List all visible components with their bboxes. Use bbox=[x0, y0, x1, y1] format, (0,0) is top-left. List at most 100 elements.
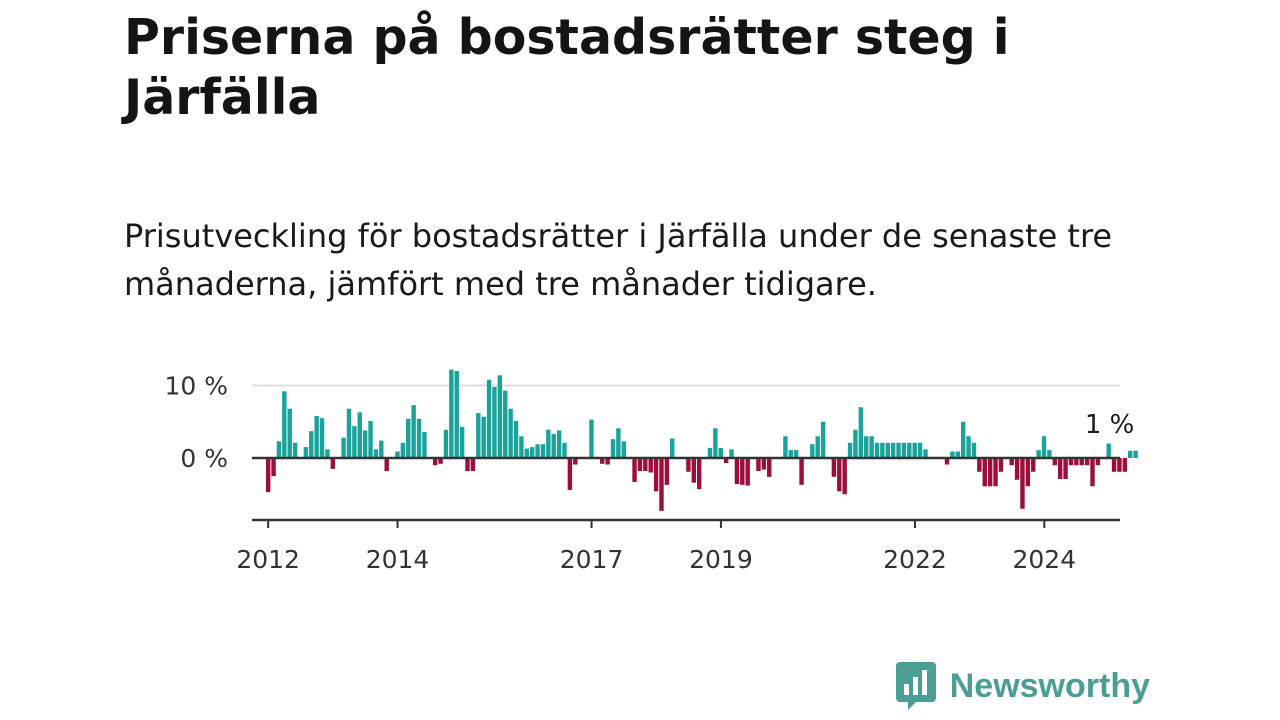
bar bbox=[820, 421, 826, 458]
bar bbox=[637, 458, 643, 472]
bar bbox=[432, 458, 438, 466]
bar bbox=[454, 371, 459, 458]
bar bbox=[907, 442, 912, 459]
bar bbox=[810, 444, 815, 458]
bar bbox=[1074, 458, 1079, 466]
bar bbox=[1095, 458, 1101, 466]
bar bbox=[551, 434, 556, 458]
bar bbox=[357, 412, 362, 458]
bar bbox=[632, 458, 637, 482]
bar bbox=[691, 458, 697, 483]
bar bbox=[422, 431, 427, 458]
bar bbox=[842, 458, 847, 495]
bar bbox=[955, 451, 961, 458]
bar bbox=[912, 442, 917, 459]
bar bbox=[438, 458, 443, 464]
bar bbox=[950, 451, 955, 458]
brand-name: Newsworthy bbox=[949, 666, 1150, 705]
bar bbox=[993, 458, 998, 487]
bar bbox=[346, 408, 352, 458]
bar bbox=[1025, 458, 1031, 487]
bar bbox=[276, 441, 282, 458]
bar bbox=[1068, 458, 1074, 466]
bar bbox=[519, 436, 524, 458]
bar bbox=[524, 448, 529, 459]
bar bbox=[1079, 458, 1084, 466]
bar bbox=[1063, 458, 1068, 480]
bar bbox=[670, 438, 675, 458]
bar bbox=[282, 391, 287, 458]
bar bbox=[540, 444, 546, 458]
bar bbox=[497, 375, 503, 458]
bar bbox=[416, 418, 422, 458]
bar bbox=[1111, 458, 1117, 472]
bar bbox=[621, 441, 626, 458]
bar bbox=[831, 458, 837, 477]
bar bbox=[368, 421, 373, 458]
bar bbox=[465, 458, 470, 472]
bar bbox=[341, 437, 346, 458]
bar bbox=[788, 450, 793, 459]
bar bbox=[459, 426, 465, 458]
bar bbox=[643, 458, 648, 472]
bar bbox=[1106, 443, 1111, 458]
bar bbox=[977, 458, 982, 472]
bar bbox=[373, 449, 379, 458]
bar bbox=[535, 444, 540, 458]
bar bbox=[449, 369, 454, 458]
bar bbox=[1036, 450, 1041, 459]
bar bbox=[648, 458, 653, 473]
bar bbox=[853, 429, 858, 458]
bar bbox=[729, 449, 734, 458]
bar bbox=[486, 379, 492, 458]
bar bbox=[476, 413, 481, 458]
bar bbox=[987, 458, 993, 487]
bar bbox=[287, 408, 292, 458]
bar bbox=[783, 436, 788, 458]
bar bbox=[265, 458, 271, 493]
bar bbox=[384, 458, 389, 472]
bar bbox=[271, 458, 276, 477]
bar bbox=[330, 458, 336, 469]
bar bbox=[793, 450, 799, 459]
bar bbox=[858, 407, 864, 458]
bar bbox=[696, 458, 702, 490]
y-tick-label: 10 % bbox=[164, 372, 228, 401]
x-tick-label: 2019 bbox=[689, 545, 753, 574]
bar bbox=[362, 430, 368, 458]
x-tick-label: 2012 bbox=[236, 545, 300, 574]
bar bbox=[923, 449, 928, 458]
bar bbox=[864, 436, 869, 458]
bar bbox=[616, 428, 621, 458]
x-tick-label: 2024 bbox=[1013, 545, 1077, 574]
bar bbox=[406, 418, 411, 458]
label-layer: 0 % 10 % 2012 2014 2017 2019 2022 2024 1 % bbox=[164, 372, 1134, 575]
bar bbox=[292, 442, 298, 459]
bar bbox=[1133, 450, 1138, 458]
bar bbox=[379, 440, 384, 458]
bar bbox=[589, 419, 594, 458]
bar bbox=[1014, 458, 1020, 480]
bar bbox=[761, 458, 767, 470]
bar bbox=[546, 429, 551, 458]
bar bbox=[686, 458, 691, 472]
bar bbox=[880, 442, 885, 459]
bar bbox=[1052, 458, 1057, 466]
bar bbox=[1117, 458, 1122, 472]
bar bbox=[567, 458, 573, 490]
bar bbox=[492, 386, 497, 458]
bar bbox=[513, 421, 519, 458]
bar bbox=[944, 458, 950, 465]
bar-chart: 0 % 10 % 2012 2014 2017 2019 2022 2024 1 % bbox=[164, 369, 1138, 575]
bar bbox=[325, 449, 330, 458]
bar bbox=[890, 442, 896, 459]
bar bbox=[600, 458, 605, 464]
bar bbox=[756, 458, 761, 472]
bar bbox=[1009, 458, 1014, 466]
bar bbox=[309, 431, 314, 458]
bar bbox=[1122, 458, 1128, 472]
bar bbox=[799, 458, 804, 485]
bar bbox=[503, 390, 508, 458]
bar bbox=[713, 428, 718, 458]
bar bbox=[718, 447, 723, 458]
